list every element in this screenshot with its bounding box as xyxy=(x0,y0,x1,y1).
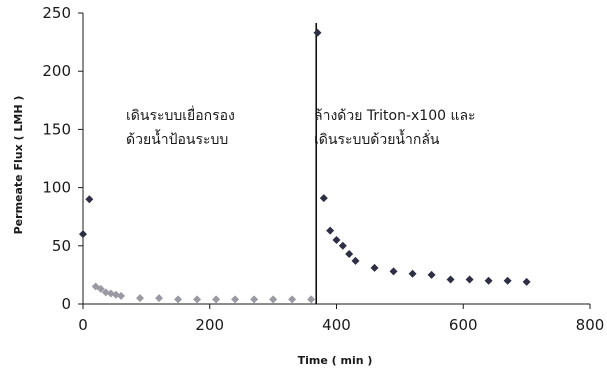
data-point-17 xyxy=(307,295,316,304)
y-tick-label: 200 xyxy=(42,62,71,80)
x-tick-label: 0 xyxy=(78,316,88,334)
data-point-27 xyxy=(408,269,417,278)
data-point-26 xyxy=(389,267,398,276)
data-point-8 xyxy=(136,294,145,303)
annotation-phase1-line2: ด้วยน้ำป้อนระบบ xyxy=(126,129,228,148)
annotation-phase2-line2: เดินระบบด้วยน้ำกลั่น xyxy=(314,129,440,148)
data-point-13 xyxy=(231,295,240,304)
data-point-21 xyxy=(332,235,341,244)
y-tick-label: 0 xyxy=(61,295,71,313)
y-tick-label: 100 xyxy=(42,179,71,197)
data-point-32 xyxy=(503,276,512,285)
data-point-10 xyxy=(174,295,183,304)
data-point-16 xyxy=(288,295,297,304)
data-point-18 xyxy=(313,28,322,37)
x-tick-label: 200 xyxy=(195,316,224,334)
x-tick-label: 400 xyxy=(322,316,351,334)
x-tick-label: 800 xyxy=(576,316,605,334)
data-point-28 xyxy=(427,270,436,279)
data-points xyxy=(79,28,531,304)
data-point-24 xyxy=(351,256,360,265)
data-point-12 xyxy=(212,295,221,304)
annotation-phase2-line1: ล้างด้วย Triton-x100 และ xyxy=(314,108,476,124)
tick-labels: 0 200 400 600 800 0 50 100 150 200 250 xyxy=(42,4,604,334)
data-point-9 xyxy=(155,294,164,303)
data-point-7 xyxy=(117,291,126,300)
data-point-33 xyxy=(522,277,531,286)
x-tick-label: 600 xyxy=(449,316,478,334)
data-point-25 xyxy=(370,263,379,272)
y-tick-label: 150 xyxy=(42,120,71,138)
data-point-20 xyxy=(326,226,335,235)
y-axis-title: Permeate Flux ( LMH ) xyxy=(12,96,25,235)
data-point-14 xyxy=(250,295,259,304)
axis-ticks xyxy=(78,12,591,309)
data-point-23 xyxy=(345,249,354,258)
data-point-31 xyxy=(484,276,493,285)
data-point-30 xyxy=(465,275,474,284)
y-tick-label: 50 xyxy=(52,237,71,255)
x-axis-title: Time ( min ) xyxy=(298,354,373,367)
data-point-15 xyxy=(269,295,278,304)
annotation-phase1-line1: เดินระบบเยื่อกรอง xyxy=(126,106,235,124)
data-point-3 xyxy=(96,284,105,293)
y-tick-label: 250 xyxy=(42,4,71,22)
data-point-0 xyxy=(79,230,87,239)
data-point-22 xyxy=(338,241,347,250)
data-point-19 xyxy=(319,194,328,203)
data-point-1 xyxy=(85,195,94,204)
data-point-29 xyxy=(446,275,455,284)
data-point-11 xyxy=(193,295,202,304)
